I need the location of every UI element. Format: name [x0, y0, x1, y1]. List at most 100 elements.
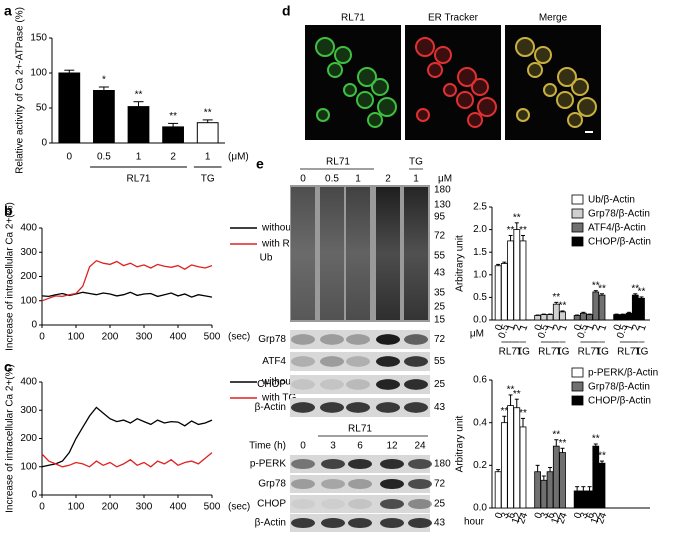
y-tick-label: 2.0 — [473, 224, 487, 235]
mw-marker: 130 — [434, 200, 451, 211]
blot-band — [376, 379, 400, 390]
y-tick-label: 0.0 — [473, 503, 487, 514]
x-tick-label: 300 — [136, 502, 153, 513]
blot-smear — [346, 187, 370, 320]
mw-marker: 25 — [434, 302, 446, 313]
bar — [540, 479, 548, 509]
legend-label: CHOP/β-Actin — [588, 396, 651, 407]
blot-band — [291, 402, 315, 413]
bar — [519, 426, 527, 509]
x-tick-label: 2 — [170, 152, 176, 163]
significance: ** — [638, 287, 646, 298]
cell — [515, 37, 535, 57]
mw-marker: 35 — [434, 288, 446, 299]
y-tick-label: 200 — [20, 271, 37, 282]
x-tick-label: 1 — [518, 323, 530, 332]
blot-label: Grp78 — [258, 334, 286, 345]
legend-swatch — [571, 208, 584, 219]
significance: ** — [204, 108, 212, 119]
legend-label: without TG — [261, 377, 310, 388]
group-label: RL71 — [499, 347, 523, 358]
blot — [290, 330, 430, 349]
blot-band — [291, 517, 315, 529]
x-tick-label: 1 — [545, 323, 557, 332]
group-label: TG — [201, 174, 215, 185]
significance: ** — [513, 212, 521, 223]
bar — [196, 122, 219, 144]
y-axis-label: Increase of intracellular Ca 2+(%) — [5, 364, 16, 513]
bar — [592, 291, 600, 321]
cell — [534, 46, 552, 64]
bar — [162, 126, 184, 144]
blot-band — [321, 498, 345, 510]
cell — [516, 108, 530, 122]
blot-band — [376, 402, 400, 413]
legend-label: Grp78/β-Actin — [588, 382, 650, 393]
cell — [315, 37, 335, 57]
blot-label: Grp78 — [258, 479, 286, 490]
micrograph-title: ER Tracker — [428, 13, 479, 24]
y-tick-label: 300 — [20, 405, 37, 416]
x-tick-label: 6 — [545, 511, 557, 520]
y-tick-label: 100 — [30, 68, 47, 79]
y-tick-label: 0.4 — [473, 417, 487, 428]
bar — [500, 422, 508, 509]
significance: * — [102, 75, 106, 86]
significance: ** — [598, 283, 606, 294]
x-tick-label: 2 — [551, 323, 563, 332]
time-label: Time (h) — [249, 441, 286, 452]
x-tick-label: 2 — [630, 323, 642, 332]
blot-band — [346, 356, 370, 367]
blot-band — [320, 334, 344, 345]
cell — [416, 108, 430, 122]
blot-band — [404, 402, 428, 413]
blot-band — [321, 478, 345, 490]
blot-band — [320, 402, 344, 413]
panel-label: a — [4, 3, 12, 19]
lane-label: 0 — [300, 174, 306, 185]
micrograph-title: RL71 — [341, 13, 365, 24]
blot-band — [291, 334, 315, 345]
x-axis-label: (sec) — [228, 332, 250, 343]
x-tick-label: 0 — [493, 511, 505, 520]
mw-marker: 25 — [434, 499, 446, 510]
bar — [559, 452, 566, 509]
y-axis-label: Arbitrary unit — [455, 235, 466, 292]
y-tick-label: 0.2 — [473, 460, 487, 471]
blot-band — [348, 478, 372, 490]
legend-label: with TG — [261, 393, 296, 404]
panel-label: b — [4, 203, 13, 219]
cell — [356, 91, 374, 109]
x-tick-label: 1 — [585, 323, 597, 332]
blot-band — [376, 356, 400, 367]
x-tick-label: 2 — [591, 323, 603, 332]
bar — [579, 490, 587, 509]
cell — [343, 83, 357, 97]
blot — [290, 352, 430, 371]
group-label: RL71 — [538, 347, 562, 358]
x-tick-label: 500 — [204, 332, 221, 343]
blot-band — [348, 458, 372, 470]
significance: ** — [519, 225, 527, 236]
blot-smear — [376, 187, 400, 320]
lane-label: 1 — [413, 174, 419, 185]
x-tick-label: 0 — [39, 332, 45, 343]
significance: ** — [631, 283, 639, 294]
blot-band — [404, 334, 428, 345]
cell — [443, 83, 457, 97]
legend-swatch — [571, 222, 584, 233]
x-tick-label: 0 — [572, 323, 584, 332]
unit-label: (μM) — [228, 152, 249, 163]
legend-label: ATF4/β-Actin — [588, 223, 646, 234]
data-line — [41, 452, 213, 468]
legend-swatch — [571, 194, 584, 205]
cell — [527, 62, 543, 78]
mw-marker: 55 — [434, 356, 446, 367]
legend-swatch — [571, 395, 584, 406]
data-line — [41, 406, 213, 468]
mw-marker: 43 — [434, 518, 446, 529]
blot-label: β-Actin — [255, 402, 286, 413]
bar — [586, 490, 593, 509]
blot-label: p-PERK — [250, 459, 286, 470]
